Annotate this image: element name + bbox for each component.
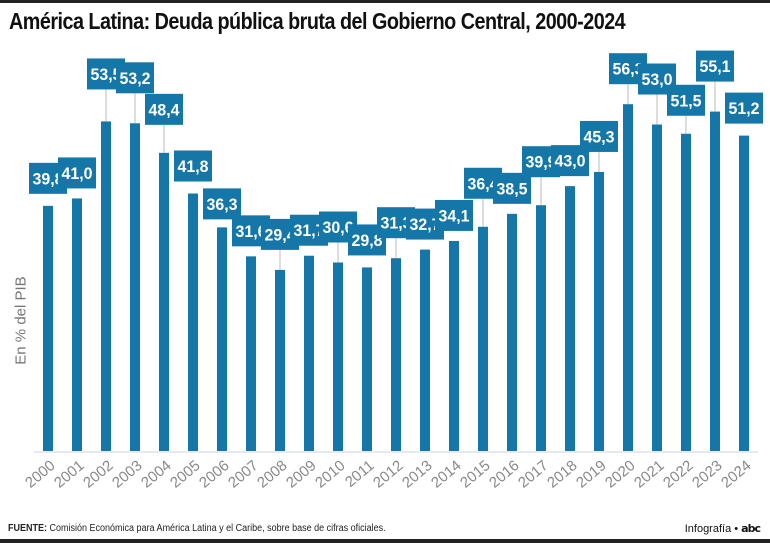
x-tick-2003: 2003 <box>109 457 145 491</box>
bar-2020 <box>623 104 633 451</box>
bar-2012 <box>391 258 401 451</box>
value-label-2017: 39,9 <box>526 153 557 172</box>
value-label-2021: 53,0 <box>642 70 673 89</box>
x-tick-2008: 2008 <box>254 457 290 491</box>
source-text: Comisión Económica para América Latina y… <box>47 523 386 534</box>
bar-2014 <box>449 240 459 451</box>
credit: Infografía • abc <box>684 522 761 535</box>
x-tick-2009: 2009 <box>283 457 319 491</box>
value-label-2004: 48,4 <box>149 100 181 119</box>
bar-2005 <box>188 193 198 451</box>
value-label-2011: 29,8 <box>352 231 383 250</box>
value-label-2006: 36,3 <box>207 195 238 214</box>
value-label-2023: 55,1 <box>700 57 731 76</box>
value-label-2000: 39,8 <box>33 169 64 188</box>
x-tick-2015: 2015 <box>457 457 493 491</box>
value-label-2003: 53,2 <box>120 69 151 88</box>
x-tick-2007: 2007 <box>225 457 261 491</box>
bar-2024 <box>739 135 749 451</box>
value-label-box-2024 <box>725 92 763 124</box>
value-label-2002: 53,5 <box>91 65 122 84</box>
credit-text: Infografía • <box>684 523 742 535</box>
x-tick-2020: 2020 <box>602 457 638 491</box>
x-tick-2021: 2021 <box>631 457 667 491</box>
x-tick-2023: 2023 <box>689 457 725 491</box>
bar-2015 <box>478 226 488 451</box>
x-tick-2016: 2016 <box>486 457 522 491</box>
value-label-box-2004 <box>145 93 183 125</box>
x-tick-2004: 2004 <box>138 457 174 491</box>
value-label-2015: 36,4 <box>468 174 500 193</box>
value-label-2005: 41,8 <box>178 157 209 176</box>
top-rule <box>0 0 770 3</box>
value-label-2008: 29,4 <box>265 225 297 244</box>
source-note: FUENTE: Comisión Económica para América … <box>8 523 386 534</box>
value-label-2010: 30,6 <box>323 218 354 237</box>
value-label-box-2001 <box>58 157 96 189</box>
value-label-2022: 51,5 <box>671 91 702 110</box>
bar-2003 <box>130 123 140 452</box>
bar-2007 <box>246 256 256 451</box>
bar-2021 <box>652 124 662 452</box>
value-label-box-2014 <box>435 199 473 231</box>
value-label-box-2006 <box>203 188 241 220</box>
x-tick-2005: 2005 <box>167 457 203 491</box>
x-tick-2013: 2013 <box>399 457 435 491</box>
abc-logo: abc <box>741 522 761 535</box>
bar-2019 <box>594 171 604 451</box>
value-label-2019: 45,3 <box>584 127 615 146</box>
x-tick-2012: 2012 <box>370 457 406 491</box>
x-tick-2019: 2019 <box>573 457 609 491</box>
value-label-box-2023 <box>696 50 734 82</box>
value-label-box-2003 <box>116 62 154 94</box>
bar-2004 <box>159 152 169 451</box>
bar-2002 <box>101 121 111 451</box>
value-label-2024: 51,2 <box>729 99 760 118</box>
bar-2023 <box>710 111 720 452</box>
source-label: FUENTE: <box>8 523 48 534</box>
x-tick-2014: 2014 <box>428 457 464 491</box>
bar-2022 <box>681 133 691 451</box>
x-tick-2017: 2017 <box>515 457 551 491</box>
x-tick-2010: 2010 <box>312 457 348 491</box>
x-tick-2000: 2000 <box>22 457 58 491</box>
value-label-2012: 31,3 <box>381 214 412 233</box>
value-label-2018: 43,0 <box>555 152 586 171</box>
x-tick-2022: 2022 <box>660 457 696 491</box>
bar-2001 <box>72 198 82 451</box>
bar-2008 <box>275 269 285 451</box>
value-label-box-2005 <box>174 150 212 182</box>
x-tick-2002: 2002 <box>80 457 116 491</box>
value-label-2016: 38,5 <box>497 179 528 198</box>
value-label-box-2016 <box>493 172 531 204</box>
value-label-2020: 56,3 <box>613 60 644 79</box>
value-label-2001: 41,0 <box>62 164 93 183</box>
value-label-2009: 31,7 <box>294 221 325 240</box>
x-tick-2001: 2001 <box>51 457 87 491</box>
x-tick-2006: 2006 <box>196 457 232 491</box>
bar-2011 <box>362 267 372 451</box>
bottom-rule <box>0 539 770 543</box>
bar-2017 <box>536 205 546 451</box>
value-label-box-2019 <box>580 120 618 152</box>
bar-2010 <box>333 262 343 451</box>
bar-2016 <box>507 213 517 451</box>
value-label-2007: 31,6 <box>236 222 267 241</box>
bar-2018 <box>565 186 575 451</box>
bar-2013 <box>420 249 430 451</box>
x-tick-2018: 2018 <box>544 457 580 491</box>
value-label-2014: 34,1 <box>439 206 470 225</box>
chart-title: América Latina: Deuda pública bruta del … <box>9 8 626 34</box>
bar-2000 <box>43 205 53 451</box>
value-label-box-2022 <box>667 84 705 116</box>
x-tick-2011: 2011 <box>342 457 378 491</box>
bar-2009 <box>304 255 314 451</box>
bar-2006 <box>217 227 227 451</box>
x-tick-2024: 2024 <box>718 457 754 491</box>
value-label-2013: 32,7 <box>410 215 441 234</box>
